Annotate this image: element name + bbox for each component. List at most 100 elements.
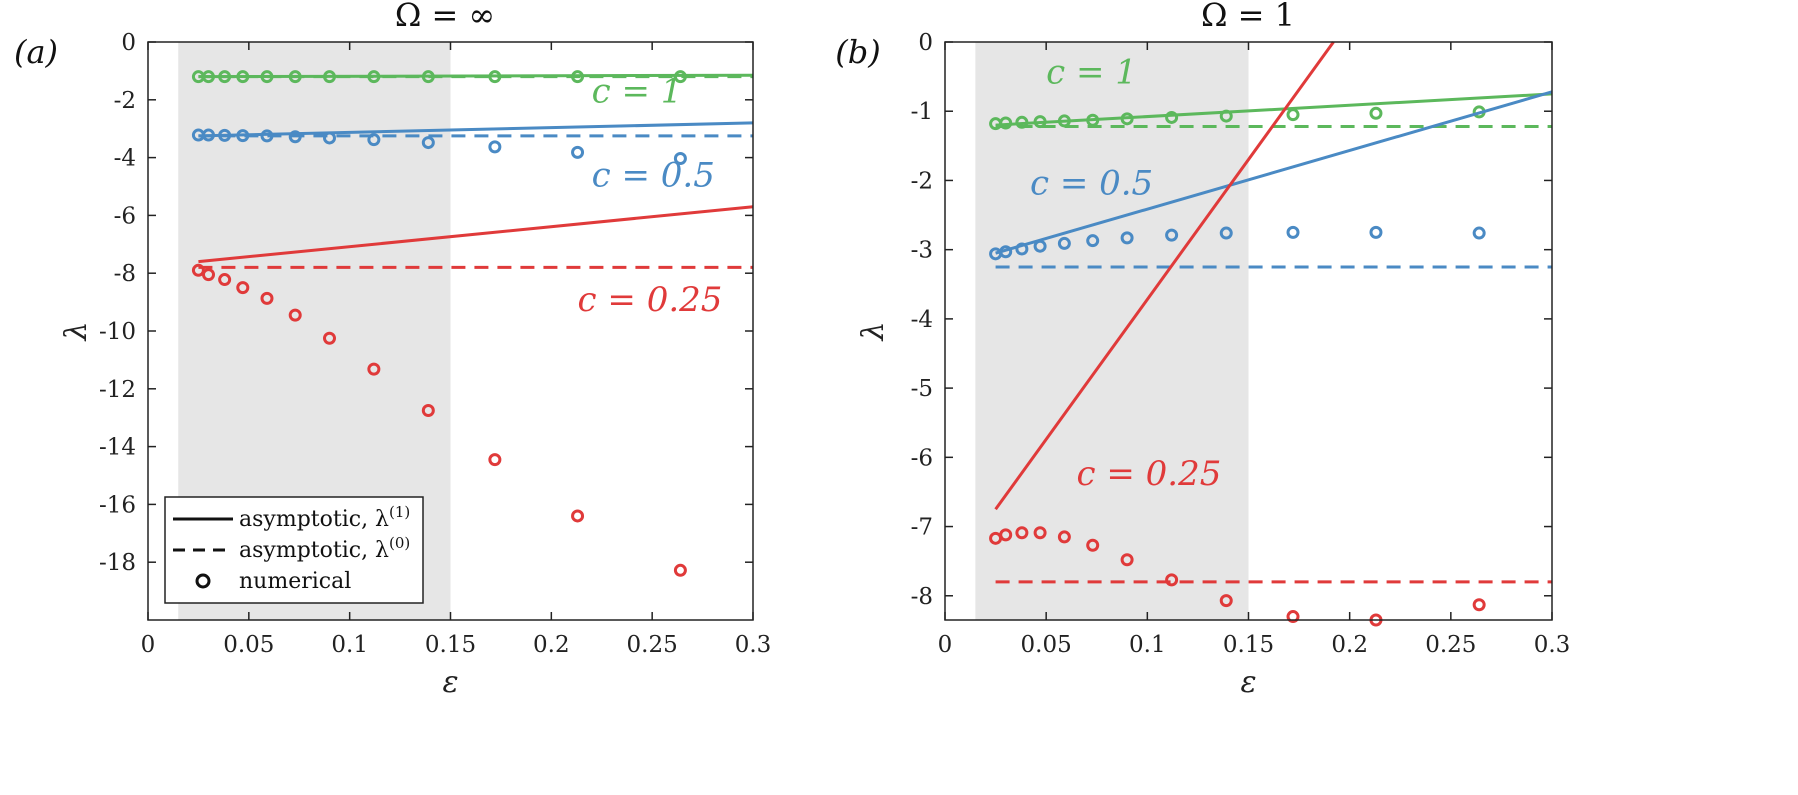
x-tick-label: 0.3 [1534, 632, 1571, 658]
panel-label: (b) [835, 33, 880, 71]
data-point [673, 563, 687, 577]
data-point [191, 263, 205, 277]
x-tick-label: 0.25 [1425, 632, 1476, 658]
y-tick-label: -6 [911, 445, 933, 471]
data-point [288, 308, 302, 322]
data-point [1286, 108, 1300, 122]
x-tick-label: 0 [141, 632, 156, 658]
data-point [1219, 594, 1233, 608]
y-tick-label: -7 [911, 515, 933, 541]
data-point [1286, 610, 1300, 624]
series-label: c = 0.25 [1077, 454, 1222, 494]
data-point [571, 70, 585, 84]
data-point [488, 453, 502, 467]
series-label: c = 1 [1046, 53, 1137, 93]
data-point [1086, 234, 1100, 248]
y-tick-label: -3 [911, 238, 933, 264]
data-point [1033, 239, 1047, 253]
data-point [1369, 106, 1383, 120]
x-tick-label: 0.15 [1223, 632, 1274, 658]
y-tick-label: -8 [114, 261, 136, 287]
data-point [488, 70, 502, 84]
data-point [1015, 242, 1029, 256]
data-point [673, 70, 687, 84]
data-point [1369, 225, 1383, 239]
y-tick-label: -10 [99, 319, 136, 345]
legend-label: numerical [239, 569, 351, 594]
x-tick-label: 0.2 [533, 632, 570, 658]
data-point [367, 70, 381, 84]
series-green: c = 1 [191, 70, 754, 112]
data-point [260, 129, 274, 143]
data-point [571, 509, 585, 523]
data-point [1165, 228, 1179, 242]
data-point [1472, 598, 1486, 612]
data-point [571, 145, 585, 159]
data-point [1165, 573, 1179, 587]
data-point [1057, 530, 1071, 544]
data-point [421, 136, 435, 150]
y-tick-label: -12 [99, 377, 136, 403]
data-point [323, 131, 336, 145]
series-blue: c = 0.5 [989, 90, 1553, 269]
data-point [1120, 231, 1134, 245]
data-point [323, 70, 336, 84]
data-point [260, 291, 274, 305]
data-point [288, 70, 302, 84]
x-tick-label: 0.05 [1021, 632, 1072, 658]
data-point [1057, 236, 1071, 250]
y-tick-label: -1 [911, 99, 933, 125]
y-axis-label: λ [856, 321, 891, 341]
y-tick-label: 0 [121, 30, 136, 56]
x-axis-label: ε [1240, 665, 1256, 700]
x-axis-label: ε [442, 665, 458, 700]
data-point [1120, 112, 1134, 126]
data-point [1086, 538, 1100, 552]
data-point [1219, 109, 1233, 123]
data-point [202, 268, 215, 282]
panel-a: c = 1 c = 0.5 c = 0.25 0 0.05 0.1 0.15 0.2 0.25 0… [14, 0, 771, 700]
y-tick-label: -2 [911, 168, 933, 194]
legend: asymptotic, λ(1)asymptotic, λ(0) numerica… [164, 496, 424, 604]
data-point [260, 70, 274, 84]
y-tick-label: -14 [99, 435, 136, 461]
data-point [367, 133, 381, 147]
series-blue: c = 0.5 [191, 121, 754, 196]
x-tick-label: 0.1 [331, 632, 368, 658]
panel-title: Ω = ∞ [395, 0, 495, 34]
data-point [218, 128, 232, 142]
legend-swatch-circle [195, 573, 211, 589]
y-tick-label: 0 [918, 30, 933, 56]
data-point [202, 70, 215, 84]
data-point [1286, 225, 1300, 239]
y-tick-label: -16 [99, 492, 136, 518]
legend-label: asymptotic, λ(0) [239, 534, 410, 563]
data-point [1165, 110, 1179, 124]
shaded-region [975, 42, 1249, 620]
data-point [999, 528, 1013, 542]
panel-b: c = 1 c = 0.5 c = 0.25 0 0.05 0.1 0.15 0.2 0.25 0… [835, 0, 1570, 700]
data-point [1219, 226, 1233, 240]
data-point [421, 70, 435, 84]
x-tick-label: 0.1 [1129, 632, 1166, 658]
series-label: c = 0.25 [578, 280, 723, 320]
data-point [999, 245, 1013, 259]
y-tick-label: -8 [911, 584, 933, 610]
asymptotic-line-1 [995, 90, 1553, 255]
y-tick-label: -4 [911, 307, 933, 333]
y-tick-label: -6 [114, 203, 136, 229]
series-label: c = 0.5 [1030, 163, 1153, 203]
data-point [288, 130, 302, 144]
data-point [367, 362, 381, 376]
data-point [236, 70, 250, 84]
y-tick-label: -4 [114, 146, 136, 172]
data-point [1057, 114, 1071, 128]
legend-label: asymptotic, λ(1) [239, 503, 410, 532]
series-red: c = 0.25 [191, 205, 754, 577]
data-point [1120, 553, 1134, 567]
x-tick-label: 0.25 [627, 632, 678, 658]
y-tick-label: -18 [99, 550, 136, 576]
data-point [1015, 526, 1029, 540]
data-point [218, 273, 232, 287]
